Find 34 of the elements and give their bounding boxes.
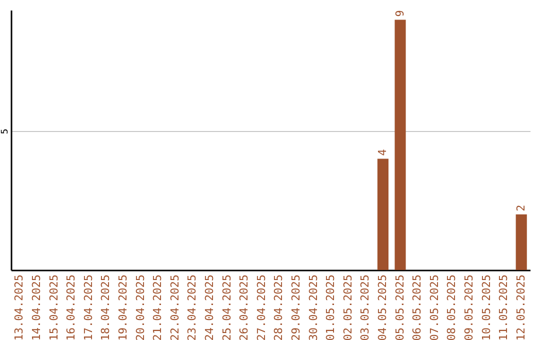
data-label: 9: [393, 10, 406, 17]
x-tick-label: 22.04.2025: [168, 274, 182, 340]
x-tick-label: 15.04.2025: [47, 274, 60, 340]
x-tick-label: 16.04.2025: [64, 274, 78, 340]
x-tick-label: 10.05.2025: [480, 274, 493, 340]
x-tick-label: 14.04.2025: [30, 274, 43, 340]
x-tick-label: 02.05.2025: [341, 274, 354, 340]
data-label: 4: [376, 148, 389, 156]
x-tick-label: 30.04.2025: [306, 274, 320, 340]
x-tick-label: 28.04.2025: [272, 274, 286, 340]
x-tick-label: 03.05.2025: [358, 274, 372, 340]
y-tick-label: 5: [0, 128, 10, 134]
x-tick-label: 08.05.2025: [445, 274, 458, 340]
x-tick-label: 29.04.2025: [289, 274, 302, 340]
x-tick-label: 06.05.2025: [410, 274, 424, 340]
x-tick-label: 23.04.2025: [186, 274, 199, 340]
x-tick-label: 24.04.2025: [202, 274, 216, 340]
x-tick-label: 05.05.2025: [393, 274, 406, 340]
x-tick-label: 07.05.2025: [428, 274, 441, 340]
data-label: 2: [514, 204, 528, 212]
x-tick-label: 21.04.2025: [151, 274, 164, 340]
x-tick-label: 26.04.2025: [238, 274, 251, 340]
x-tick-label: 27.04.2025: [254, 274, 268, 340]
x-tick-label: 17.04.2025: [82, 274, 95, 340]
x-tick-label: 13.04.2025: [12, 274, 26, 340]
x-tick-label: 25.04.2025: [220, 274, 234, 340]
x-tick-label: 01.05.2025: [324, 274, 338, 340]
x-tick-label: 12.05.2025: [514, 274, 528, 340]
x-tick-label: 18.04.2025: [99, 274, 112, 340]
x-tick-label: 09.05.2025: [462, 274, 476, 340]
x-tick-label: 04.05.2025: [376, 274, 389, 340]
x-tick-label: 20.04.2025: [134, 274, 147, 340]
x-tick-label: 19.04.2025: [116, 274, 130, 340]
x-tick-label: 11.05.2025: [497, 274, 510, 340]
